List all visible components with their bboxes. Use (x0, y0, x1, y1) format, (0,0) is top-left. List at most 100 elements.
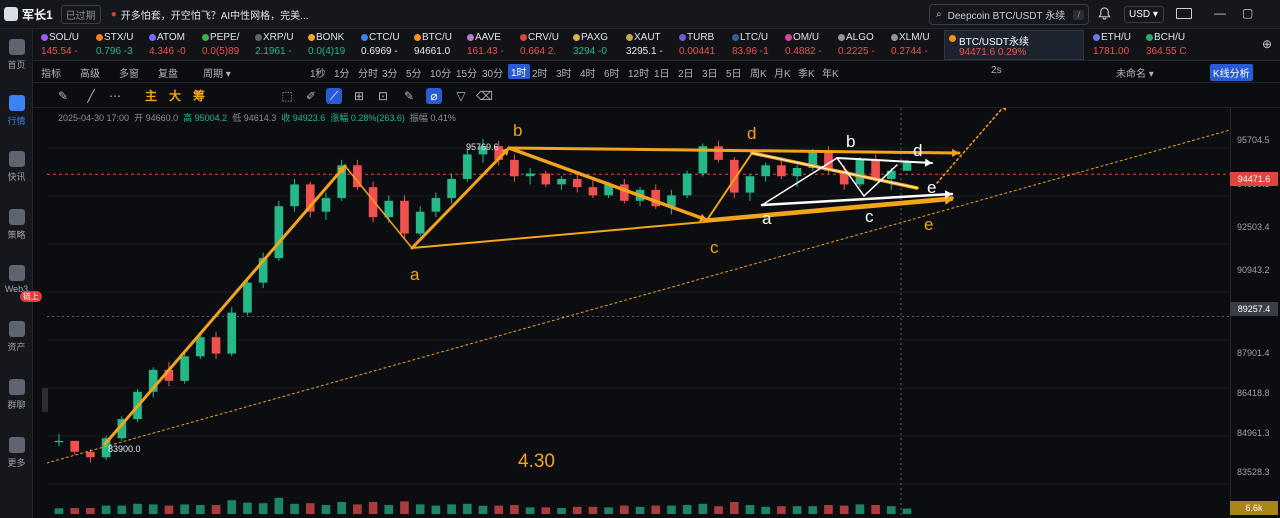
user-menu[interactable]: 军长1 已过期 (4, 4, 111, 24)
period-1[interactable]: 1分 (334, 69, 350, 80)
toolbar-item-1[interactable]: 高级 (80, 69, 100, 80)
period-21[interactable]: 年K (822, 69, 839, 80)
subscription-badge[interactable]: 已过期 (60, 4, 101, 24)
period-5[interactable]: 10分 (430, 69, 452, 80)
period-15[interactable]: 2日 (678, 69, 694, 80)
watchlist-item[interactable]: XRP/U 2.1961 - (255, 30, 305, 60)
volume-bar (86, 508, 95, 514)
watchlist-item[interactable]: STX/U 0.796 -3 (96, 30, 146, 60)
magnet-icon[interactable]: ⌀ (426, 88, 442, 104)
period-0[interactable]: 1秒 (310, 69, 326, 80)
draw-active-icon[interactable]: ⟋ (326, 88, 342, 104)
volume-bar (808, 506, 818, 514)
sidebar-item-6[interactable]: 群聊 (0, 379, 33, 411)
watchlist-item[interactable]: XLM/U 0.2744 - (891, 30, 941, 60)
add-watch-icon[interactable]: ⊕ (1261, 37, 1272, 51)
watchlist-item[interactable]: TURB 0.00441 (679, 30, 729, 60)
period-13[interactable]: 12时 (628, 69, 650, 80)
period-10[interactable]: 3时 (556, 69, 572, 80)
note-icon[interactable]: ✎ (403, 89, 415, 103)
maximize-icon[interactable]: ▢ (1242, 6, 1254, 20)
sidebar-item-1[interactable]: 行情 (0, 95, 33, 127)
search-input[interactable]: ⌕ Deepcoin BTC/USDT 永续 / (929, 4, 1089, 25)
sidebar-item-5[interactable]: 资产 (0, 321, 33, 353)
coin-icon (361, 34, 368, 41)
volume-bar (196, 505, 205, 514)
candle-body (572, 178, 582, 188)
select-icon[interactable]: ⬚ (281, 89, 293, 103)
mail-icon[interactable] (1176, 8, 1192, 19)
price-axis-label: 90943.2 (1237, 264, 1270, 275)
price-axis-label: 84961.3 (1237, 427, 1270, 438)
volume-bar (729, 502, 739, 514)
currency-select[interactable]: USD ▾ (1124, 6, 1164, 23)
snapshot-icon[interactable]: ⊡ (377, 89, 389, 103)
watchlist-item[interactable]: SOL/U 145.54 - (41, 30, 91, 60)
watchlist-item[interactable]: PAXG 3294 -0 (573, 30, 623, 60)
toolbar-right-0[interactable]: 2s (991, 65, 1002, 76)
period-19[interactable]: 月K (774, 69, 791, 80)
period-11[interactable]: 4时 (580, 69, 596, 80)
period-17[interactable]: 5日 (726, 69, 742, 80)
sidebar-item-7[interactable]: 更多 (0, 437, 33, 469)
toolbar-item-2[interactable]: 多窗 (119, 69, 139, 80)
watchlist-item[interactable]: CRV/U 0.664 2. (520, 30, 570, 60)
watchlist-item[interactable]: XAUT 3295.1 - (626, 30, 676, 60)
period-9[interactable]: 2时 (532, 69, 548, 80)
watchlist-item[interactable]: BTC/USDT永续 94471.6 0.29% (944, 30, 1084, 60)
trash-icon[interactable]: ⌫ (476, 89, 493, 103)
toolbar-item-4[interactable]: 周期 ▾ (203, 69, 231, 80)
sidebar-item-2[interactable]: 快讯 (0, 151, 33, 183)
period-7[interactable]: 30分 (482, 69, 504, 80)
watchlist-item[interactable]: BONK 0.0(4)19 (308, 30, 358, 60)
period-6[interactable]: 15分 (456, 69, 478, 80)
price-chart[interactable] (47, 108, 1230, 518)
period-4[interactable]: 5分 (406, 69, 422, 80)
watchlist-item[interactable]: AAVE 161.43 - (467, 30, 517, 60)
watchlist-item[interactable]: ETH/U 1781.00 (1093, 30, 1143, 60)
candle-body (164, 369, 174, 381)
sidebar-item-0[interactable]: 首页 (0, 39, 33, 71)
grid-icon[interactable]: ⊞ (353, 89, 365, 103)
watchlist-item[interactable]: BTC/U 94661.0 (414, 30, 464, 60)
line-icon[interactable]: ╱ (87, 89, 95, 103)
coin-icon (308, 34, 315, 41)
wave-leg (410, 146, 511, 250)
period-14[interactable]: 1日 (654, 69, 670, 80)
indicator-tool-2[interactable]: 筹 (192, 89, 205, 103)
period-16[interactable]: 3日 (702, 69, 718, 80)
watchlist-item[interactable]: BCH/U 364.55 C (1146, 30, 1196, 60)
toolbar-item-3[interactable]: 复盘 (158, 69, 178, 80)
watchlist-item[interactable]: ATOM 4.346 -0 (149, 30, 199, 60)
toolbar-item-0[interactable]: 指标 (41, 69, 61, 80)
period-8[interactable]: 1时 (508, 64, 530, 79)
toolbar-right-1[interactable]: 未命名 ▾ (1116, 69, 1154, 80)
bell-icon[interactable] (1098, 7, 1111, 20)
sidebar-item-3[interactable]: 策略 (0, 209, 33, 241)
watchlist-item[interactable]: ALGO 0.2225 - (838, 30, 888, 60)
candle-body (400, 200, 409, 234)
period-12[interactable]: 6时 (604, 69, 620, 80)
sidebar-item-4[interactable]: Web3 (0, 265, 33, 294)
collapse-handle[interactable] (42, 388, 48, 412)
pencil-icon[interactable]: ✎ (57, 89, 69, 103)
period-18[interactable]: 周K (750, 69, 767, 80)
volume-bar (54, 508, 64, 514)
indicator-tool-1[interactable]: 大 (168, 89, 181, 103)
minimize-icon[interactable]: — (1214, 6, 1226, 20)
subwave-leg (761, 157, 838, 206)
brush-icon[interactable]: ✐ (305, 89, 317, 103)
watchlist-symbol: CRV/U (528, 32, 559, 43)
period-20[interactable]: 季K (798, 69, 815, 80)
indicator-tool-0[interactable]: 主 (144, 89, 157, 103)
watchlist-item[interactable]: LTC/U 83.96 -1 (732, 30, 782, 60)
news-ticker[interactable]: 开多怕套，开空怕飞？AI中性网格，完美... (120, 10, 309, 22)
filter-icon[interactable]: ▽ (456, 89, 466, 103)
kline-analysis-button[interactable]: K线分析 (1210, 64, 1253, 81)
period-2[interactable]: 分时 (358, 69, 378, 80)
watchlist-item[interactable]: OM/U 0.4882 - (785, 30, 835, 60)
watchlist-item[interactable]: PEPE/0.0(5)89 (202, 30, 252, 60)
period-3[interactable]: 3分 (382, 69, 398, 80)
more-icon[interactable]: ⋯ (109, 89, 121, 103)
watchlist-item[interactable]: CTC/U 0.6969 - (361, 30, 411, 60)
